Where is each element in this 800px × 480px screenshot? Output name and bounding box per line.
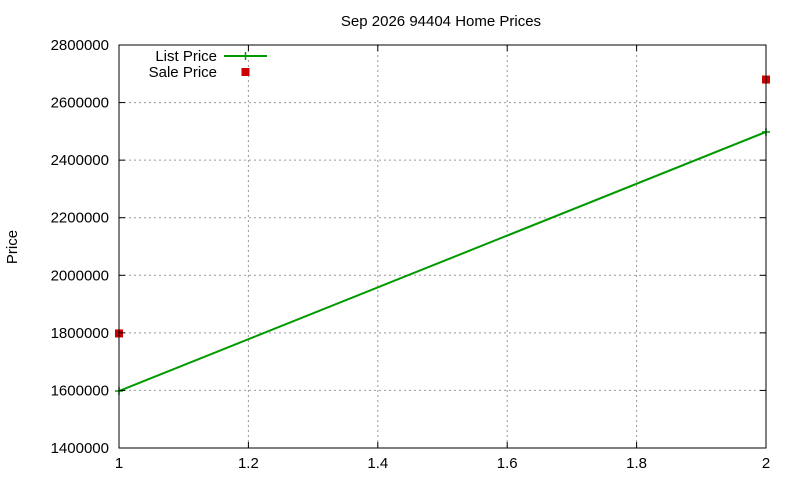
grid-lines — [119, 45, 766, 448]
y-tick-label: 1800000 — [51, 325, 109, 342]
y-tick-label: 1600000 — [51, 382, 109, 399]
x-tick-label: 1.4 — [367, 455, 388, 472]
plot-frame — [118, 44, 767, 449]
x-tick-label: 1.2 — [238, 455, 259, 472]
y-tick-label: 1400000 — [51, 440, 109, 457]
axis-tick-labels: 1400000 1600000 1800000 2000000 2200000 24000… — [51, 37, 771, 472]
chart-title: Sep 2026 94404 Home Prices — [341, 13, 541, 30]
y-tick-label: 2800000 — [51, 37, 109, 54]
series-sale-price — [115, 75, 770, 338]
legend-marker-sale-price — [241, 68, 250, 76]
legend-label-sale-price: Sale Price — [149, 64, 217, 81]
x-tick-label: 2 — [762, 455, 770, 472]
axis-ticks — [118, 44, 767, 449]
y-tick-label: 2600000 — [51, 95, 109, 112]
legend-marker-list-price — [241, 52, 250, 60]
y-tick-label: 2200000 — [51, 210, 109, 227]
y-axis-label: Price — [4, 230, 21, 264]
x-tick-label: 1.8 — [626, 455, 647, 472]
y-tick-label: 2400000 — [51, 152, 109, 169]
plot-series — [115, 75, 770, 396]
x-tick-label: 1.6 — [497, 455, 518, 472]
y-tick-label: 2000000 — [51, 267, 109, 284]
legend-label-list-price: List Price — [155, 48, 217, 65]
series-list-price — [115, 127, 770, 396]
x-tick-label: 1 — [115, 455, 123, 472]
list-price-line — [118, 131, 767, 392]
